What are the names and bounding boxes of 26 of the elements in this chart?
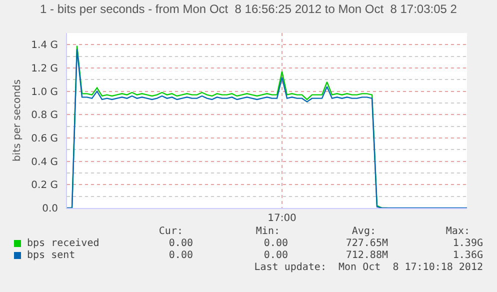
text: 1.36G	[452, 250, 483, 262]
x-tick-label: 17:00	[268, 213, 296, 224]
chart-title: 1 - bits per seconds - from Mon Oct 8 16:56:25 2012 to Mon Oct 8 17:03:05 2	[40, 2, 458, 16]
text: 0.00	[264, 250, 288, 262]
legend-label: bps sent	[27, 250, 76, 262]
y-tick-label: 1.4 G	[31, 40, 58, 52]
y-tick-label: 1.2 G	[31, 64, 58, 74]
legend-label: bps received	[27, 238, 100, 250]
y-tick-label: 0.6 G	[31, 134, 58, 144]
y-tick-label: 0.4 G	[31, 156, 58, 168]
text: 712.88M	[346, 250, 388, 262]
text: 0.00	[168, 238, 193, 250]
y-tick-label: 0.0	[42, 204, 58, 214]
text: 1.39G	[452, 238, 483, 250]
y-tick-label: 0.8 G	[31, 110, 58, 122]
text: Max:	[446, 226, 470, 238]
text: 0.00	[264, 238, 288, 250]
y-axis-title: bits per seconds	[12, 79, 24, 162]
text: Cur:	[158, 226, 183, 238]
y-tick-label: 1.0 G	[31, 86, 58, 98]
text: Last update: Mon Oct 8 17:10:18 2012	[254, 262, 483, 274]
text: 0.00	[168, 250, 193, 262]
text: 727.65M	[346, 238, 388, 250]
text: Min:	[256, 226, 280, 238]
y-tick-label: 0.2 G	[31, 180, 58, 192]
text: Avg:	[352, 226, 376, 238]
